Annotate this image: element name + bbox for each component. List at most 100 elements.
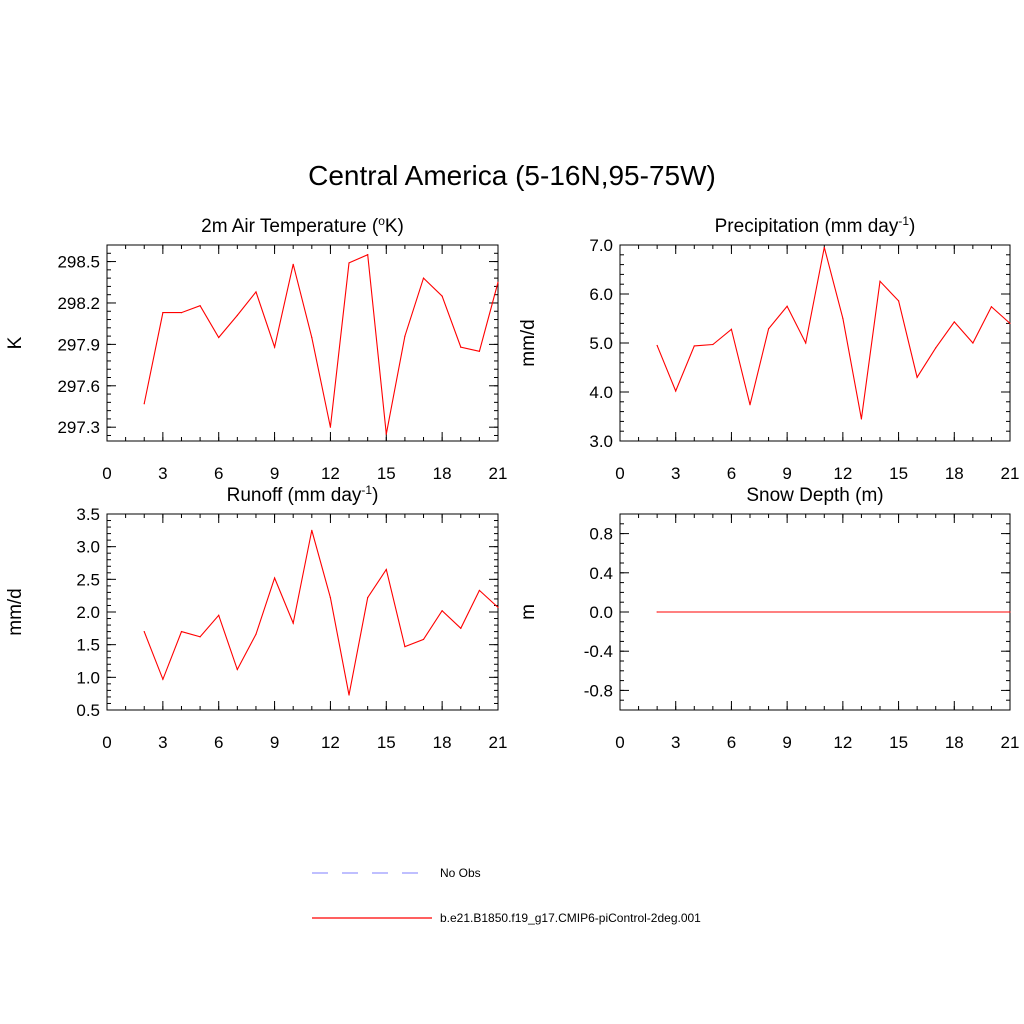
precipitation-y-axis-label: mm/d — [518, 319, 539, 367]
panel-air-temperature: 0 3 6 9 12 15 18 21 297.3 297.6 297.9 298.2 298.5 2m … — [5, 214, 507, 483]
air-temperature-y-axis-label: K — [5, 336, 26, 349]
precipitation-x-tick-label: 18 — [945, 464, 964, 483]
air-temperature-data-point — [199, 305, 201, 307]
snow-depth-x-tick-label: 3 — [671, 733, 680, 752]
precipitation-data-point — [916, 376, 918, 378]
runoff-data-point — [478, 589, 480, 592]
precipitation-title-text: Precipitation (mm day — [715, 216, 899, 237]
runoff-data-point — [367, 597, 369, 599]
runoff-data-point — [348, 694, 350, 696]
precipitation-y-tick-label: 4.0 — [589, 383, 613, 402]
air-temperature-y-tick-label: 297.3 — [57, 418, 100, 437]
snow-depth-x-tick-label: 0 — [615, 733, 624, 752]
runoff-x-tick-label: 0 — [102, 733, 111, 752]
precipitation-x-tick-label: 9 — [782, 464, 791, 483]
precipitation-data-point — [767, 328, 770, 330]
precipitation-panel-title: Precipitation (mm day-1) — [715, 214, 916, 237]
air-temperature-data-point — [162, 312, 164, 314]
runoff-title-tail: ) — [372, 485, 378, 506]
precipitation-x-tick-label: 15 — [889, 464, 908, 483]
snow-depth-y-tick-label: 0.8 — [589, 525, 613, 544]
precipitation-data-point — [786, 305, 788, 307]
air-temperature-x-tick-label: 21 — [489, 464, 508, 483]
runoff-data-point — [385, 568, 387, 571]
precipitation-title-superscript: -1 — [898, 214, 909, 228]
runoff-title-superscript: -1 — [361, 483, 372, 497]
air-temperature-data-point — [218, 336, 220, 339]
air-temperature-x-tick-label: 18 — [433, 464, 452, 483]
snow-depth-panel-title: Snow Depth (m) — [746, 485, 883, 506]
air-temperature-data-point — [292, 263, 294, 265]
precipitation-data-point — [990, 306, 993, 308]
air-temperature-y-tick-label: 298.5 — [57, 253, 100, 272]
runoff-data-point — [143, 631, 145, 633]
runoff-data-point — [273, 577, 276, 579]
precipitation-series-line — [656, 247, 1011, 419]
runoff-data-point — [199, 636, 201, 638]
air-temperature-title-tail: K) — [385, 216, 404, 237]
precipitation-data-point — [860, 418, 863, 420]
runoff-y-tick-label: 1.0 — [76, 668, 100, 687]
air-temperature-data-point — [367, 254, 369, 256]
air-temperature-data-point — [311, 336, 313, 339]
air-temperature-data-point — [441, 295, 443, 297]
air-temperature-data-point — [385, 433, 387, 435]
air-temperature-x-tick-label: 6 — [214, 464, 223, 483]
runoff-data-point — [497, 606, 499, 609]
snow-depth-y-tick-label: 0.0 — [589, 603, 613, 622]
runoff-data-point — [292, 622, 294, 624]
precipitation-y-tick-label: 6.0 — [589, 285, 613, 304]
air-temperature-y-tick-label: 297.9 — [57, 335, 100, 354]
legend-label-model: b.e21.B1850.f19_g17.CMIP6-piControl-2deg… — [440, 911, 701, 925]
air-temperature-data-point — [236, 314, 238, 316]
runoff-x-tick-label: 6 — [214, 733, 223, 752]
air-temperature-x-tick-label: 9 — [270, 464, 279, 483]
air-temperature-y-tick-label: 298.2 — [57, 294, 100, 313]
precipitation-data-point — [693, 345, 695, 347]
air-temperature-data-point — [478, 350, 480, 352]
precipitation-data-point — [730, 328, 733, 330]
panel-precipitation: 0 3 6 9 12 15 18 21 3.0 4.0 5.0 6.0 7.0 Precipitation… — [518, 214, 1019, 483]
air-temperature-plot-frame — [106, 244, 499, 442]
snow-depth-y-tick-label: -0.4 — [584, 642, 613, 661]
precipitation-data-point — [823, 246, 825, 249]
air-temperature-data-point — [143, 403, 145, 405]
runoff-data-point — [404, 646, 406, 648]
precipitation-x-tick-label: 6 — [727, 464, 736, 483]
snow-depth-x-tick-label: 12 — [833, 733, 852, 752]
precipitation-x-tick-label: 21 — [1001, 464, 1020, 483]
precipitation-data-point — [656, 344, 658, 347]
precipitation-data-point — [805, 342, 807, 344]
precipitation-x-tick-label: 3 — [671, 464, 680, 483]
snow-depth-y-tick-label: 0.4 — [589, 564, 613, 583]
snow-depth-title-text: Snow Depth (m) — [746, 485, 883, 506]
runoff-data-point — [180, 631, 183, 633]
runoff-data-point — [422, 638, 425, 641]
snow-depth-x-tick-label: 9 — [782, 733, 791, 752]
air-temperature-data-point — [404, 335, 406, 337]
snow-depth-x-tick-label: 15 — [889, 733, 908, 752]
precipitation-data-point — [879, 280, 881, 282]
precipitation-data-point — [675, 390, 677, 392]
runoff-y-tick-label: 2.0 — [76, 603, 100, 622]
main-title: Central America (5-16N,95-75W) — [308, 160, 716, 191]
air-temperature-x-tick-label: 12 — [321, 464, 340, 483]
runoff-x-tick-label: 21 — [489, 733, 508, 752]
legend: No Obs b.e21.B1850.f19_g17.CMIP6-piContr… — [312, 866, 701, 925]
runoff-data-point — [311, 529, 313, 531]
snow-depth-x-tick-label: 6 — [727, 733, 736, 752]
precipitation-data-point — [953, 321, 955, 323]
runoff-series-line — [143, 530, 499, 696]
precipitation-data-point — [1009, 322, 1011, 324]
precipitation-data-point — [842, 317, 844, 320]
air-temperature-data-point — [422, 277, 425, 279]
snow-depth-x-tick-label: 21 — [1001, 733, 1020, 752]
snow-depth-y-axis-label: m — [518, 604, 539, 620]
panel-snow-depth: 0 3 6 9 12 15 18 21 -0.8 -0.4 0.0 0.4 0.8 Snow Depth … — [518, 485, 1019, 752]
air-temperature-data-point — [273, 346, 276, 348]
runoff-data-point — [236, 668, 238, 671]
precipitation-data-point — [897, 300, 900, 302]
air-temperature-panel-title: 2m Air Temperature (oK) — [201, 214, 404, 237]
runoff-x-tick-label: 12 — [321, 733, 340, 752]
